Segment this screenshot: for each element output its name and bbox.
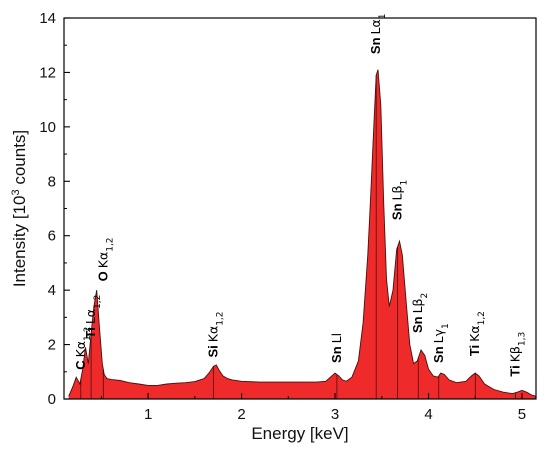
peak-transition: Kα [467,325,482,341]
peak-subscript: 1,2 [477,311,487,325]
peak-element: O [95,271,110,281]
peak-transition: Kα [73,341,88,357]
peak-label: Sn Lβ1 [390,180,410,220]
peak-transition: Lγ [431,328,446,343]
peak-label: TiLα1,2 [83,295,103,339]
peak-element: Ti [467,345,482,356]
x-axis: 1 2 3 4 5 [100,393,526,423]
peak-subscript: 1,2 [93,295,103,309]
spectrum-area [68,69,536,399]
peak-transition: Lβ [390,186,405,201]
peak-label: Sn Lα1 [368,14,388,55]
y-tick-label: 2 [48,337,56,354]
peak-subscript: 1,3 [517,332,527,346]
peak-element: Sn [329,346,344,363]
peak-labels: CKα1,2TiLα1,2OKα1,2SiKα1,2SnLlSnLα1SnLβ1… [73,14,528,377]
peak-element: Sn [410,316,425,333]
peak-label: Ti Kβ1,3 [507,332,527,377]
x-tick-label: 3 [331,406,339,423]
y-tick-label: 4 [48,282,56,299]
peak-element: Sn [431,346,446,363]
peak-subscript: 1,2 [216,311,226,325]
peak-label: Si Kα1,2 [206,311,226,357]
peak-transition: Lβ [410,298,425,313]
peak-subscript: 2 [420,293,430,299]
x-tick-label: 5 [518,406,526,423]
peak-label: Sn Lγ1 [431,323,451,363]
peak-transition: Kα [206,326,221,342]
y-tick-label: 14 [39,10,56,27]
y-tick-label: 8 [48,173,56,190]
peak-label: C Kα1,2 [73,327,93,370]
peak-label: Ti Kα1,2 [467,311,487,356]
plot-area [68,69,537,399]
y-axis-title-unit: counts] [10,130,29,190]
peak-transition: Lα [368,19,383,34]
x-axis-title: Energy [keV] [251,424,348,443]
peak-element: C [73,360,88,370]
peak-subscript: 1 [400,180,410,186]
peak-element: Si [206,345,221,357]
y-tick-label: 12 [39,64,56,81]
y-axis: 0 2 4 6 8 10 12 14 [39,10,70,408]
x-tick-label: 1 [144,406,152,423]
peak-element: Sn [390,203,405,220]
peak-transition: Kα [95,252,110,268]
peak-element: Ti [83,327,98,338]
peak-subscript: 1,2 [83,327,93,341]
peak-transition: Ll [329,333,344,343]
peak-subscript: 1,2 [105,237,115,251]
peak-label: Sn Ll [329,333,344,363]
y-tick-label: 10 [39,119,56,136]
peak-element: Sn [368,37,383,54]
x-tick-label: 2 [237,406,245,423]
y-axis-title-sup: 3 [10,189,22,195]
peak-label: O Kα1,2 [95,237,115,281]
peak-transition: Kβ [507,346,522,362]
peak-subscript: 1 [441,323,451,329]
y-tick-label: 0 [48,391,56,408]
y-axis-title-main: Intensity [10 [10,196,29,288]
peak-subscript: 1 [378,14,388,20]
y-axis-title: Intensity [103 counts] [10,130,29,287]
peak-label: Sn Lβ2 [410,293,430,333]
plot-frame [63,17,537,400]
spectrum-outline [68,69,537,397]
peak-element: Ti [507,365,522,376]
x-tick-label: 4 [424,406,432,423]
peak-transition: Lα [83,309,98,324]
y-tick-label: 6 [48,228,56,245]
